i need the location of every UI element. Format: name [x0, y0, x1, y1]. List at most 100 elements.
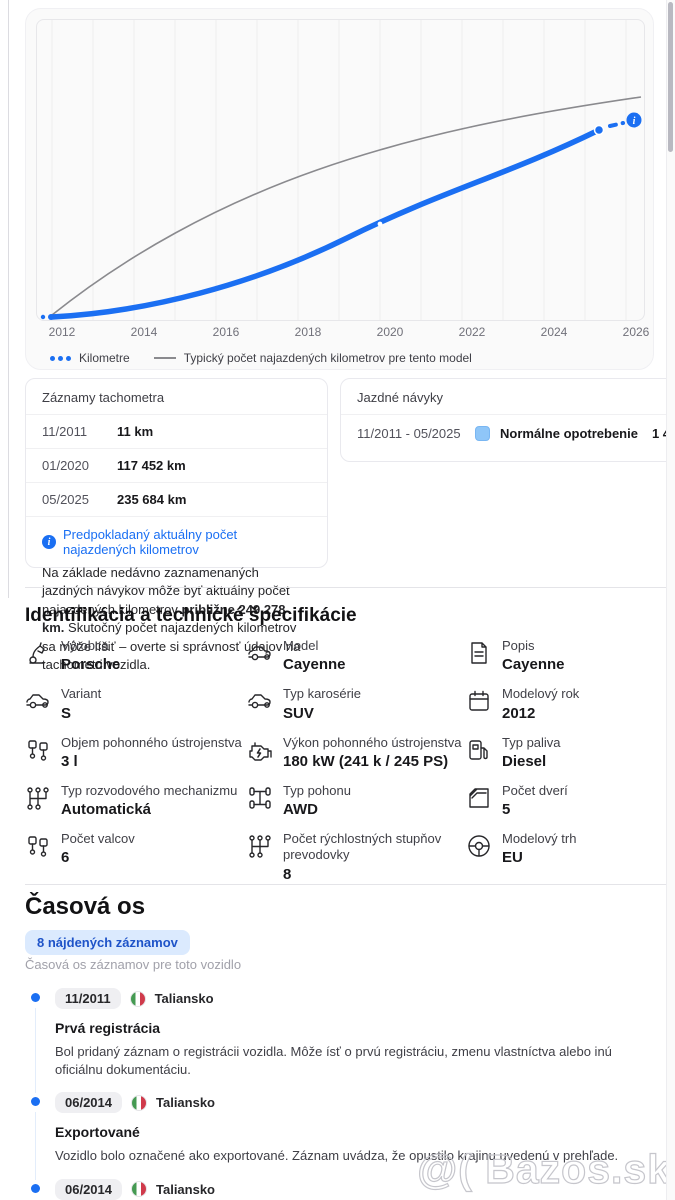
timeline-event-description: Bol pridaný záznam o registrácii vozidla…	[55, 1044, 612, 1078]
projection-dashed-line	[608, 121, 625, 128]
gray-line-swatch-icon	[153, 357, 176, 359]
timeline-country: Taliansko	[156, 1181, 216, 1197]
spec-item-body-type: Typ karosérie SUV	[247, 686, 466, 722]
projection-info-icon-glyph: i	[633, 116, 636, 127]
x-tick: 2018	[294, 325, 322, 339]
mileage-chart-card: i 2012 2014 2016 2018 2020 2022 2024 202…	[25, 8, 654, 370]
spec-item-transmission-type: Typ rozvodového mechanizmu Automatická	[25, 783, 247, 818]
car-icon	[247, 688, 273, 714]
timeline-section-title: Časová os	[25, 893, 146, 920]
timeline-item: 11/2011 Taliansko Prvá registrácia Bol p…	[31, 988, 661, 1094]
car-door-icon	[466, 785, 492, 811]
chart-gridlines	[51, 20, 627, 320]
scrollbar-thumb[interactable]	[668, 2, 673, 152]
spec-item-engine-capacity: Objem pohonného ústrojenstva 3 l	[25, 735, 247, 770]
projection-info-icon[interactable]	[626, 112, 642, 128]
odometer-value: 235 684 km	[117, 492, 187, 507]
timeline-date-badge: 06/2014	[55, 1178, 122, 1200]
spec-item-model-year: Modelový rok 2012	[466, 686, 669, 722]
timeline-event-title: Exportované	[55, 1124, 140, 1141]
spec-value: 2012	[502, 704, 536, 722]
legend-label: Kilometre	[79, 351, 130, 365]
spec-label: Modelový rok	[502, 686, 580, 702]
driving-habits-panel: Jazdné návyky 11/2011 - 05/2025 Normálne…	[340, 378, 675, 462]
timeline-item-header: 06/2014 Taliansko	[55, 1178, 661, 1200]
calendar-icon	[466, 688, 492, 714]
timeline-item-header: 06/2014 Taliansko	[55, 1092, 661, 1114]
odometer-row: 11/2011 11 km	[26, 415, 327, 449]
spec-value: Cayenne	[502, 656, 565, 674]
predicted-mileage-link-label: Predpokladaný aktuálny počet najazdených…	[63, 527, 238, 557]
panel-title: Záznamy tachometra	[26, 379, 327, 415]
car-icon	[247, 640, 273, 666]
spec-item-model-market: Modelový trh EU	[466, 831, 669, 883]
spec-value: 5	[502, 801, 511, 818]
italy-flag-icon	[129, 990, 146, 1007]
mileage-chart-plot-area: i	[36, 19, 645, 321]
normal-wear-swatch-icon	[475, 426, 490, 441]
spec-label: Počet dverí	[502, 782, 568, 798]
italy-flag-icon	[131, 1181, 147, 1198]
page-left-border	[8, 0, 9, 598]
spec-label: Objem pohonného ústrojenstva	[61, 734, 242, 750]
spec-value: 6	[61, 849, 70, 867]
engine-power-icon	[247, 737, 273, 763]
scrollbar-track[interactable]	[666, 0, 675, 1200]
predicted-mileage-value: približne 249 278 km.	[42, 601, 286, 636]
timeline-country: Taliansko	[154, 991, 214, 1006]
predicted-mileage-text: Na základe nedávno zaznamenaných jazdnýc…	[42, 565, 301, 673]
spec-label: Typ karosérie	[283, 686, 362, 702]
timeline-connector	[35, 1008, 36, 1094]
spec-label: Typ rozvodového mechanizmu	[61, 782, 238, 798]
spec-value: 8	[283, 865, 292, 883]
odometer-date: 11/2011	[42, 424, 88, 439]
chart-legend: Kilometre Typický počet najazdených kilo…	[50, 349, 472, 367]
x-tick: 2020	[376, 325, 404, 339]
spec-value: Porsche	[61, 656, 121, 674]
mileage-chart-svg: i	[40, 20, 642, 320]
spec-value: 180 kW (241 k / 245 PS)	[283, 752, 449, 770]
legend-label: Typický počet najazdených kilometrov pre…	[183, 351, 472, 365]
x-tick: 2016	[212, 325, 240, 339]
kilometre-line-start-dot	[48, 314, 54, 320]
spec-value: 3 l	[61, 752, 78, 770]
spec-item-cylinder-count: Počet valcov 6	[25, 831, 247, 883]
spec-label: Typ pohonu	[283, 782, 351, 798]
specs-grid: Výrobca Porsche Model Cayenne Popis Cayenne…	[25, 638, 669, 883]
info-icon: i	[42, 535, 56, 549]
odometer-date: 01/2020	[42, 458, 89, 473]
odometer-point-2020[interactable]	[377, 221, 383, 227]
drivetrain-icon	[247, 785, 273, 811]
section-divider	[25, 884, 669, 885]
predicted-mileage-link[interactable]: i Predpokladaný aktuálny počet najazdený…	[42, 527, 311, 557]
spec-item-gear-count: Počet rýchlostných stupňov prevodovky 8	[247, 831, 466, 883]
records-count-badge: 8 nájdených záznamov	[25, 930, 190, 955]
spec-value: EU	[502, 849, 523, 867]
spec-item-engine-power: Výkon pohonného ústrojenstva 180 kW (241 …	[247, 735, 466, 770]
habit-date-range: 11/2011 - 05/2025	[357, 426, 461, 441]
timeline-dot-icon	[31, 1097, 40, 1107]
italy-flag-icon	[131, 1094, 147, 1111]
spec-value: Cayenne	[283, 656, 346, 674]
spec-value: Diesel	[502, 752, 547, 770]
odometer-date: 05/2025	[42, 492, 89, 507]
timeline-country: Taliansko	[156, 1095, 216, 1111]
gearbox-icon	[25, 785, 51, 811]
spec-item-manufacturer: Výrobca Porsche	[25, 638, 247, 673]
timeline-dot-icon	[31, 993, 40, 1002]
timeline-event-title: Prvá registrácia	[55, 1020, 161, 1036]
chart-x-axis: 2012 2014 2016 2018 2020 2022 2024 2026	[36, 325, 650, 341]
fuel-pump-icon	[466, 737, 492, 763]
spec-label: Variant	[61, 686, 102, 702]
odometer-point-2025[interactable]	[593, 124, 605, 136]
legend-item-kilometre: Kilometre	[50, 351, 130, 365]
odometer-value: 11 km	[117, 424, 154, 439]
x-tick: 2024	[540, 325, 568, 339]
spec-item-variant: Variant S	[25, 686, 247, 722]
pistons-icon	[25, 833, 51, 859]
spec-item-model: Model Cayenne	[247, 638, 466, 673]
odometer-value: 117 452 km	[117, 458, 186, 473]
spec-label: Výrobca	[61, 638, 109, 653]
spec-label: Model	[283, 638, 319, 653]
spec-item-fuel-type: Typ paliva Diesel	[466, 735, 669, 770]
